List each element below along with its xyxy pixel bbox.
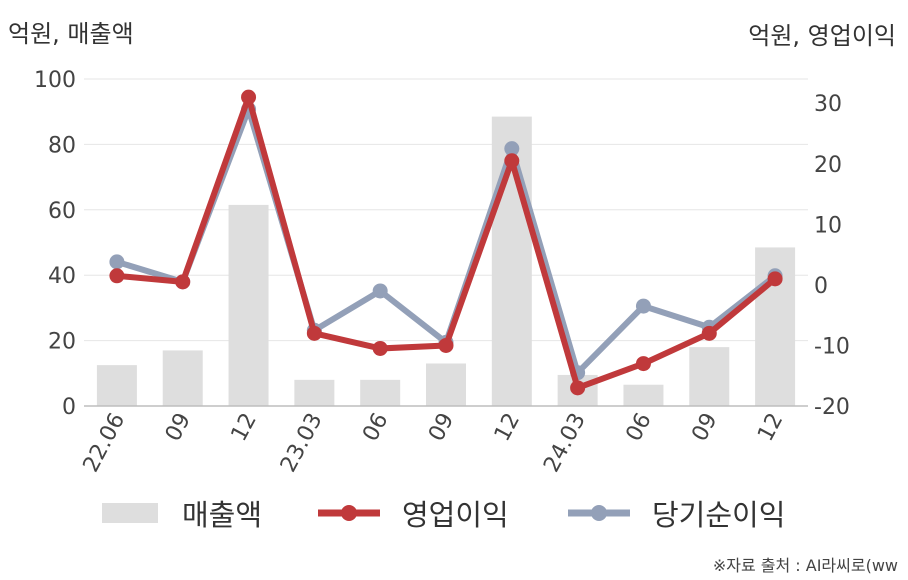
series-point: [767, 271, 783, 287]
y-left-tick-label: 100: [34, 68, 76, 93]
series-point: [372, 340, 388, 356]
series-point: [109, 254, 125, 270]
y-left-tick-label: 0: [62, 395, 76, 420]
bar: [689, 347, 730, 406]
chart-legend: 매출액 영업이익 당기순이익: [100, 490, 820, 534]
x-tick-label: 23.03: [276, 409, 328, 476]
legend-label-operating-profit: 영업이익: [402, 498, 509, 532]
series-point: [438, 337, 454, 353]
y-left-tick-label: 60: [48, 199, 76, 224]
x-tick-label: 12: [227, 409, 262, 445]
series-point: [504, 141, 520, 157]
series-point: [306, 325, 322, 341]
bar: [623, 384, 664, 406]
legend-item-operating-profit: 영업이익: [316, 490, 509, 534]
bar: [360, 379, 401, 406]
bar: [96, 365, 137, 406]
x-tick-label: 09: [687, 409, 722, 445]
x-tick-label: 12: [753, 409, 788, 445]
y-right-tick-label: 30: [814, 92, 842, 117]
y-right-tick-label: -10: [814, 334, 850, 359]
bar: [294, 379, 335, 406]
series-point: [570, 380, 586, 396]
combo-chart: 0 20 40 60 80 100 -20 -10 0 10 20 30 22.06 09 12 23.03 0…: [34, 68, 850, 476]
bar: [426, 363, 466, 406]
series-point: [504, 153, 520, 169]
legend-item-net-income: 당기순이익: [566, 490, 785, 534]
legend-label-revenue: 매출액: [182, 498, 263, 532]
x-tick-label: 12: [490, 409, 525, 445]
bar: [162, 350, 203, 406]
y-right-tick-label: 20: [814, 153, 842, 178]
y-right-tick-label: -20: [814, 395, 850, 420]
y-left-tick-label: 40: [48, 264, 76, 289]
series-point: [701, 325, 717, 341]
y-left-tick-label: 80: [48, 133, 76, 158]
series-point: [635, 298, 651, 314]
series-point: [175, 274, 191, 290]
x-tick-label: 24.03: [539, 409, 591, 476]
series-point: [372, 283, 388, 299]
bar: [228, 204, 269, 406]
legend-swatch-operating-profit: [318, 505, 380, 521]
x-tick-label: 06: [358, 409, 393, 445]
x-tick-label: 06: [622, 409, 657, 445]
legend-swatch-net-income: [568, 505, 630, 521]
left-axis-unit-label: 억원, 매출액: [8, 20, 134, 48]
series-point: [109, 268, 125, 284]
y-right-tick-label: 10: [814, 213, 842, 238]
right-axis-unit-label: 억원, 영업이익: [748, 22, 896, 50]
y-left-tick-label: 20: [48, 330, 76, 355]
series-point: [635, 356, 651, 372]
x-tick-label: 09: [161, 409, 196, 445]
y-right-tick-label: 0: [814, 274, 828, 299]
legend-item-revenue: 매출액: [100, 490, 262, 534]
legend-swatch-revenue: [102, 503, 158, 523]
series-line: [113, 106, 779, 376]
legend-label-net-income: 당기순이익: [652, 498, 786, 532]
source-note: ※자료 출처 : AI라씨로(ww: [712, 556, 898, 575]
x-tick-label: 09: [424, 409, 459, 445]
x-tick-label: 22.06: [79, 409, 131, 476]
series-point: [241, 89, 257, 105]
